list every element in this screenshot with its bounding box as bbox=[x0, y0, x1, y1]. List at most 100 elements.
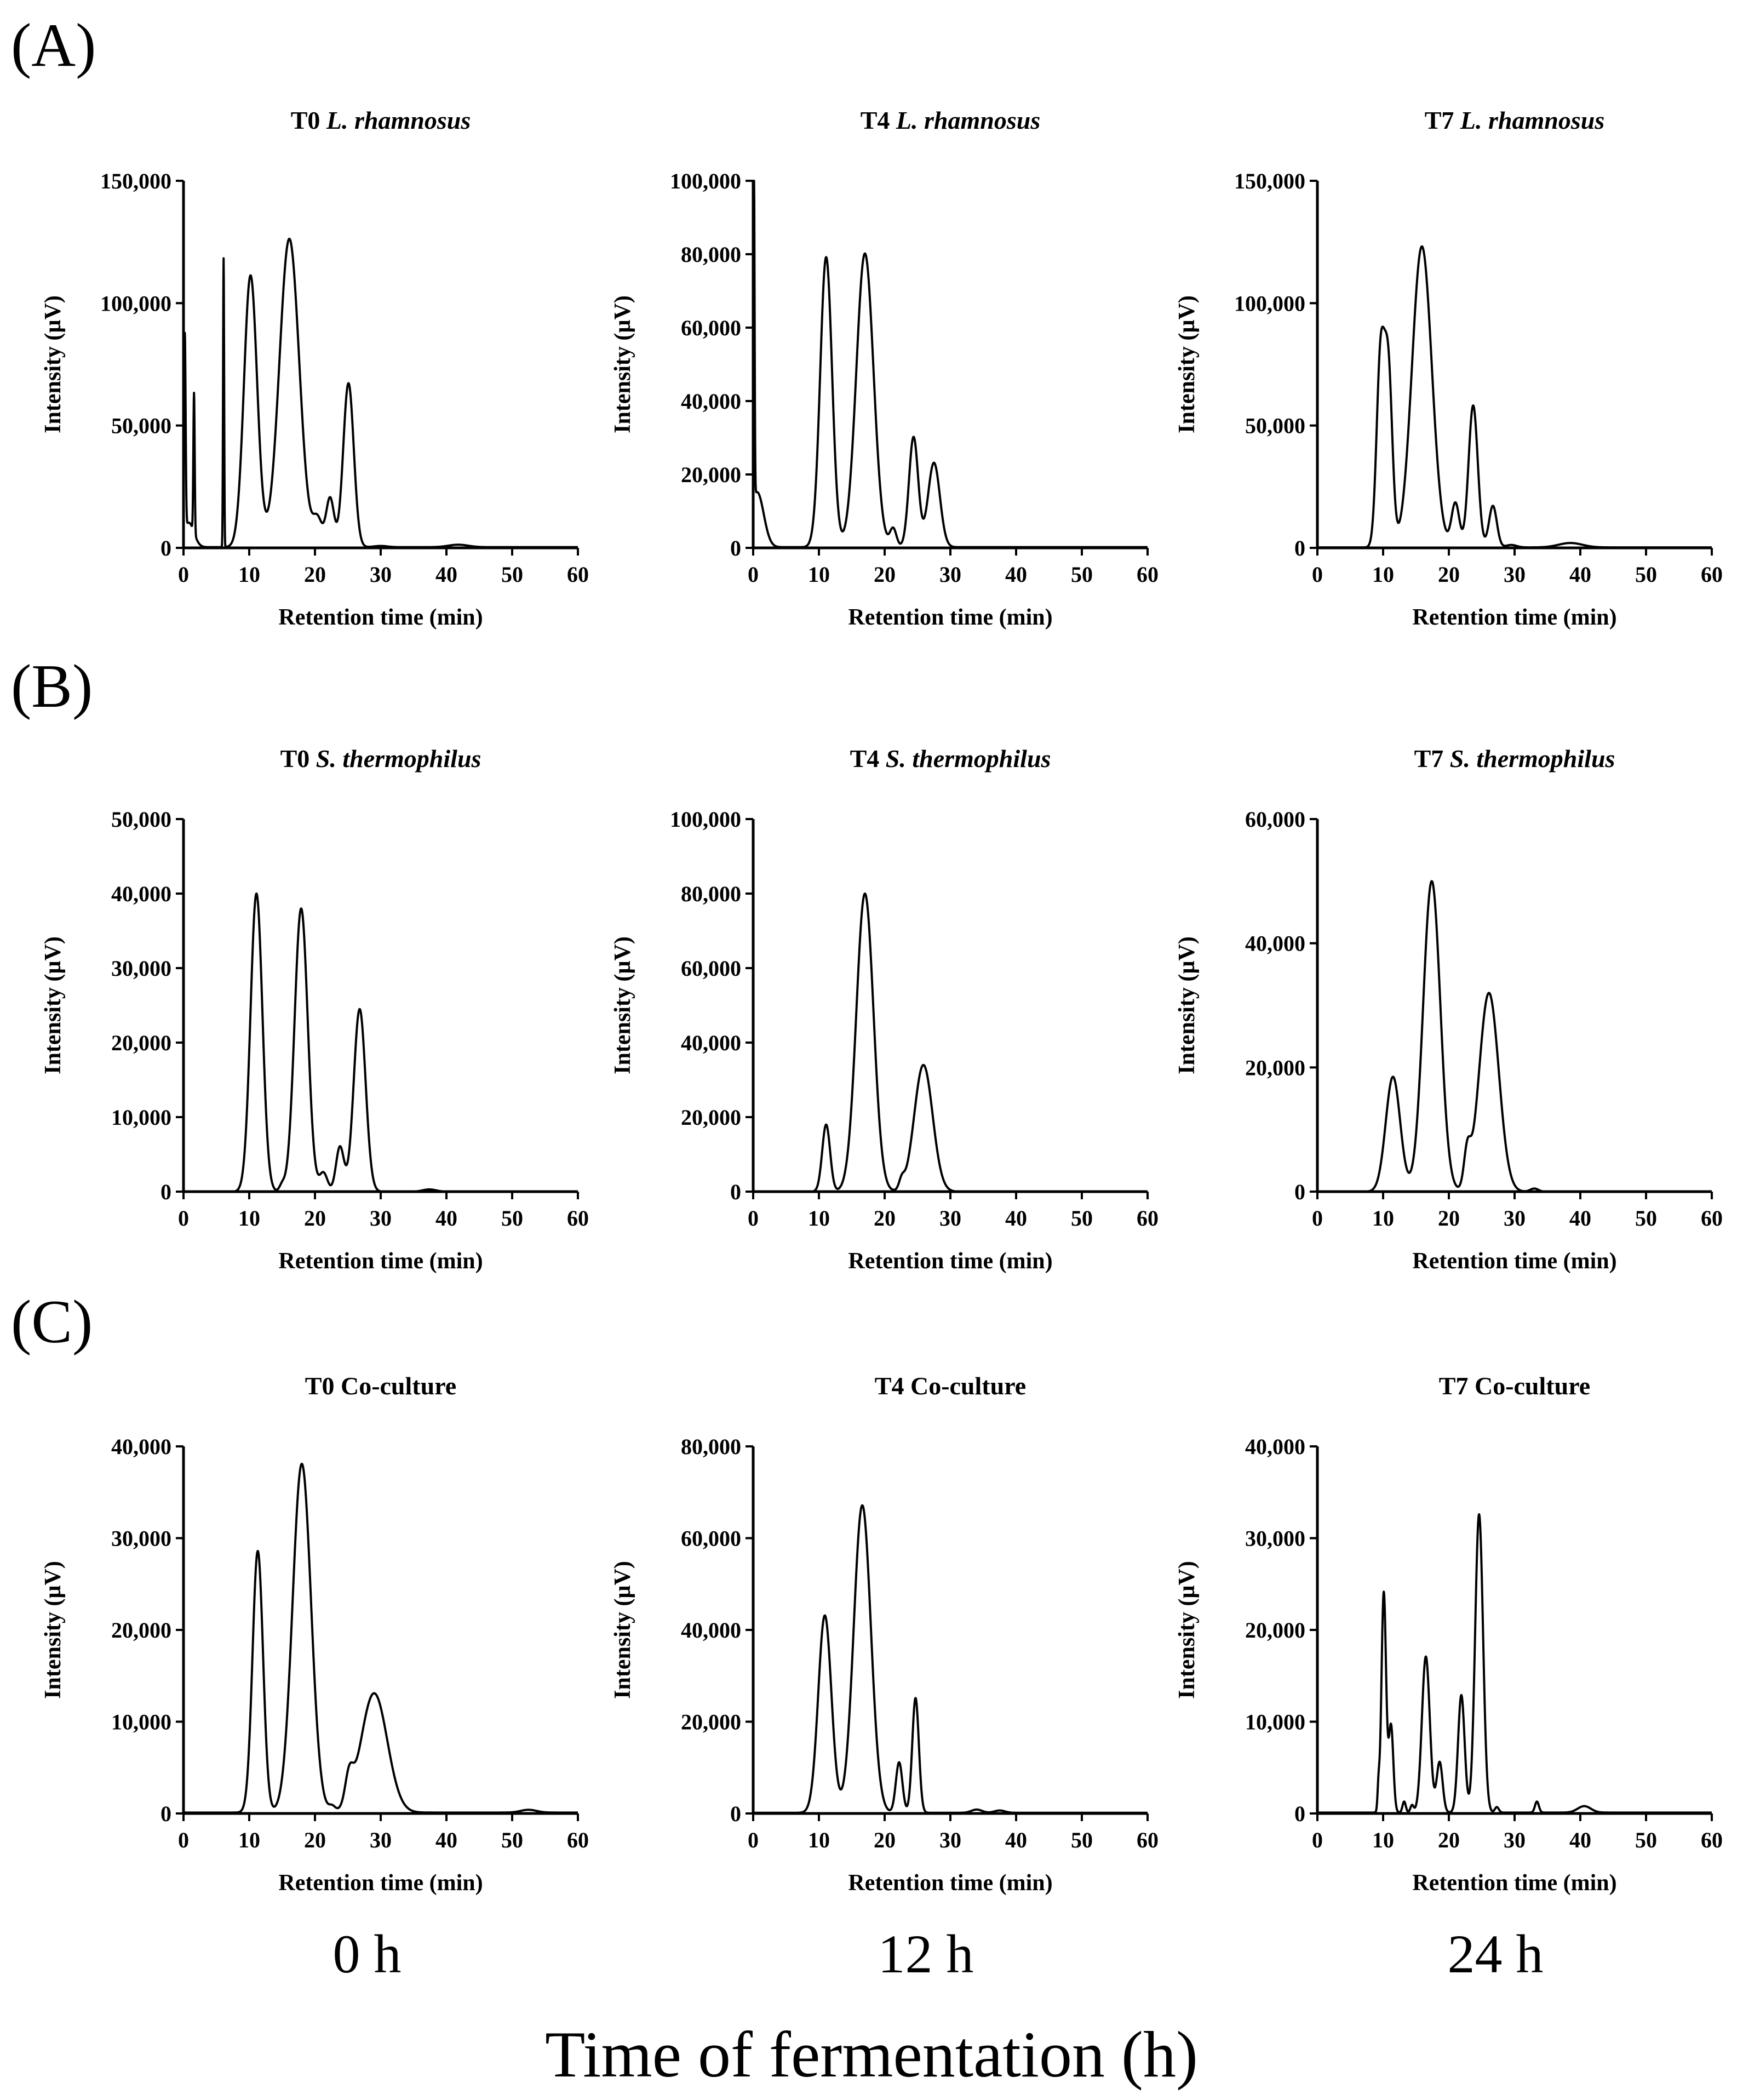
x-tick-label: 20 bbox=[1438, 1206, 1460, 1231]
x-tick-label: 40 bbox=[1005, 562, 1027, 587]
x-tick-label: 0 bbox=[178, 562, 189, 587]
time-label-24h: 24 h bbox=[1448, 1924, 1544, 1984]
x-tick-label: 30 bbox=[1504, 562, 1526, 587]
x-tick-label: 30 bbox=[1504, 1828, 1526, 1852]
chart-title: T4 Co-culture bbox=[875, 1372, 1026, 1400]
x-tick-label: 20 bbox=[304, 562, 326, 587]
x-tick-label: 50 bbox=[1635, 1206, 1657, 1231]
x-tick-label: 50 bbox=[1071, 562, 1093, 587]
x-tick-label: 10 bbox=[808, 1828, 830, 1852]
chromatogram-trace bbox=[752, 180, 1149, 548]
y-tick-label: 40,000 bbox=[1245, 931, 1305, 956]
y-tick-label: 80,000 bbox=[681, 242, 741, 267]
chromatogram-trace bbox=[1316, 245, 1713, 549]
x-tick-label: 40 bbox=[1005, 1206, 1027, 1231]
x-tick-label: 60 bbox=[567, 1828, 589, 1852]
chart-title-species: S. thermophilus bbox=[886, 745, 1051, 773]
x-tick-label: 50 bbox=[501, 1206, 523, 1231]
x-tick-label: 20 bbox=[1438, 1828, 1460, 1852]
y-tick-label: 100,000 bbox=[670, 807, 741, 832]
chart-title-species: S. thermophilus bbox=[1450, 745, 1615, 773]
x-tick-label: 40 bbox=[1569, 1206, 1591, 1231]
x-tick-label: 0 bbox=[748, 1828, 759, 1852]
panel-letter-a: (A) bbox=[11, 12, 96, 79]
x-tick-label: 40 bbox=[1005, 1828, 1027, 1852]
x-tick-label: 20 bbox=[874, 1206, 896, 1231]
y-tick-label: 30,000 bbox=[111, 1526, 171, 1551]
chart-panel-t0-s-thermophilus: T0 S. thermophilus 0 10 20 30 40 50 60 0 10,000 20… bbox=[41, 745, 589, 1274]
chart-panel-t0-co-culture: T0 Co-culture 0 10 20 30 40 50 60 0 10,000 20,000 3… bbox=[41, 1372, 589, 1896]
chart-title: T0 Co-culture bbox=[305, 1372, 456, 1400]
panel-letter-b: (B) bbox=[11, 653, 93, 720]
x-tick-label: 0 bbox=[1312, 1828, 1323, 1852]
y-tick-label: 150,000 bbox=[100, 169, 171, 193]
x-tick-label: 50 bbox=[501, 562, 523, 587]
y-tick-label: 20,000 bbox=[1245, 1618, 1305, 1643]
y-tick-label: 0 bbox=[160, 1801, 171, 1826]
y-tick-label: 10,000 bbox=[1245, 1710, 1305, 1735]
x-tick-label: 10 bbox=[808, 562, 830, 587]
y-tick-label: 10,000 bbox=[111, 1710, 171, 1735]
x-tick-label: 20 bbox=[874, 562, 896, 587]
y-tick-label: 40,000 bbox=[681, 1031, 741, 1055]
y-tick-label: 60,000 bbox=[681, 316, 741, 340]
y-tick-label: 0 bbox=[730, 1801, 741, 1826]
y-tick-label: 100,000 bbox=[670, 169, 741, 193]
chart-panel-t7-co-culture: T7 Co-culture 0 10 20 30 40 50 60 0 10,000 20,000 3… bbox=[1174, 1372, 1723, 1896]
x-tick-label: 10 bbox=[808, 1206, 830, 1231]
x-tick-label: 10 bbox=[238, 1206, 260, 1231]
x-tick-label: 0 bbox=[178, 1828, 189, 1852]
x-tick-label: 60 bbox=[1701, 1206, 1723, 1231]
y-tick-label: 50,000 bbox=[111, 414, 171, 438]
x-tick-label: 30 bbox=[370, 1828, 392, 1852]
chart-title: T0 L. rhamnosus bbox=[291, 106, 471, 134]
chromatogram-trace bbox=[182, 1462, 579, 1814]
y-axis-label: Intensity (µV) bbox=[610, 295, 635, 433]
chart-title-species: Co-culture bbox=[910, 1372, 1026, 1400]
y-tick-label: 0 bbox=[1294, 1180, 1305, 1204]
y-axis-label: Intensity (µV) bbox=[1174, 936, 1200, 1074]
x-tick-label: 10 bbox=[1372, 1828, 1394, 1852]
y-tick-label: 80,000 bbox=[681, 882, 741, 906]
y-tick-label: 60,000 bbox=[681, 956, 741, 981]
y-tick-label: 0 bbox=[160, 536, 171, 560]
x-tick-label: 60 bbox=[567, 1206, 589, 1231]
x-tick-label: 50 bbox=[1071, 1206, 1093, 1231]
chromatogram-trace bbox=[752, 1504, 1149, 1814]
x-tick-label: 10 bbox=[1372, 1206, 1394, 1231]
chart-title: T4 S. thermophilus bbox=[850, 745, 1051, 773]
y-tick-label: 20,000 bbox=[681, 1710, 741, 1735]
chromatogram-trace bbox=[182, 237, 579, 548]
y-axis-label: Intensity (µV) bbox=[610, 1561, 635, 1699]
charts-layer: T0 L. rhamnosus 0 10 20 30 40 50 60 0 50,000 100,0… bbox=[41, 106, 1723, 1896]
y-tick-label: 20,000 bbox=[111, 1618, 171, 1643]
y-axis-label: Intensity (µV) bbox=[1174, 1561, 1200, 1699]
chart-title: T0 S. thermophilus bbox=[280, 745, 481, 773]
x-tick-label: 60 bbox=[567, 562, 589, 587]
y-tick-label: 30,000 bbox=[111, 956, 171, 981]
chart-title-prefix: T0 bbox=[305, 1372, 341, 1400]
chart-title-prefix: T0 bbox=[280, 745, 316, 773]
x-axis-label: Retention time (min) bbox=[848, 1870, 1052, 1896]
chart-title-prefix: T7 bbox=[1414, 745, 1450, 773]
y-tick-label: 20,000 bbox=[681, 462, 741, 487]
y-tick-label: 20,000 bbox=[681, 1105, 741, 1130]
x-tick-label: 0 bbox=[748, 562, 759, 587]
chart-title: T7 Co-culture bbox=[1439, 1372, 1590, 1400]
y-tick-label: 40,000 bbox=[681, 389, 741, 414]
y-tick-label: 40,000 bbox=[1245, 1434, 1305, 1459]
y-axis-label: Intensity (µV) bbox=[610, 936, 635, 1074]
y-tick-label: 0 bbox=[730, 1180, 741, 1204]
chart-title-species: S. thermophilus bbox=[316, 745, 481, 773]
x-tick-label: 10 bbox=[238, 562, 260, 587]
x-tick-label: 20 bbox=[304, 1828, 326, 1852]
x-tick-label: 0 bbox=[748, 1206, 759, 1231]
x-axis-label: Retention time (min) bbox=[1412, 605, 1616, 630]
time-label-0h: 0 h bbox=[333, 1924, 402, 1984]
chromatogram-trace bbox=[1316, 880, 1713, 1193]
x-tick-label: 60 bbox=[1701, 562, 1723, 587]
x-tick-label: 0 bbox=[1312, 562, 1323, 587]
chart-title-prefix: T4 bbox=[875, 1372, 910, 1400]
x-tick-label: 60 bbox=[1137, 1206, 1159, 1231]
